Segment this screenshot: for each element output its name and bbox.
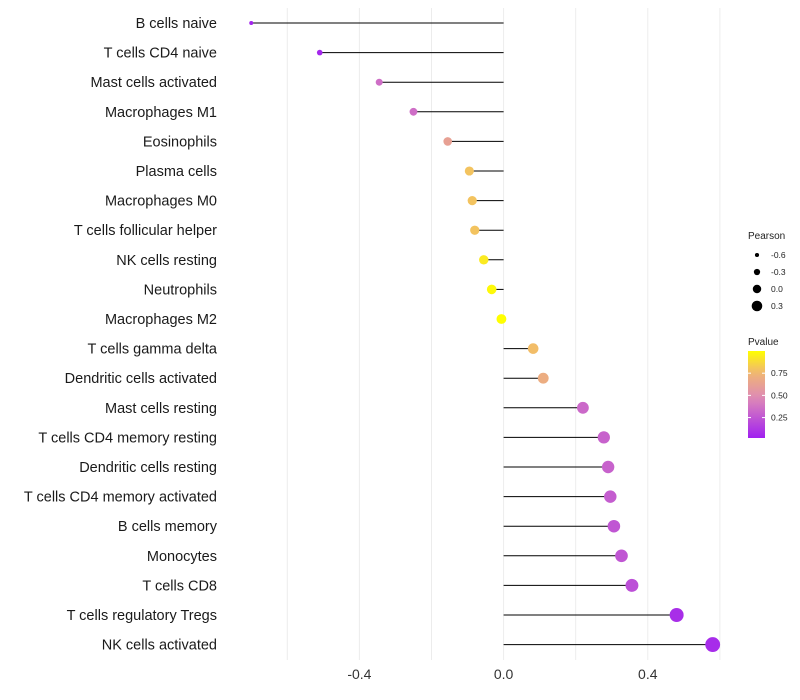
lollipop-point	[604, 490, 617, 503]
lollipop-point	[615, 549, 628, 563]
x-tick-layer: -0.4 0.0 0.4	[347, 666, 657, 682]
x-tick-label: 0.0	[494, 666, 514, 682]
size-legend-label: -0.6	[771, 250, 786, 260]
size-legend-dot	[752, 284, 762, 294]
category-label: T cells gamma delta	[88, 342, 218, 358]
lollipop-point	[705, 637, 721, 653]
category-label: Dendritic cells activated	[65, 371, 217, 387]
x-tick-label: -0.4	[347, 666, 371, 682]
color-legend-label: 0.25	[771, 413, 788, 423]
size-legend-label: 0.3	[771, 301, 783, 311]
lollipop-point	[597, 431, 610, 444]
lollipop-point	[249, 21, 254, 25]
point-layer	[249, 21, 721, 653]
lollipop-point	[669, 608, 684, 622]
category-label: NK cells activated	[102, 638, 217, 654]
lollipop-point	[467, 196, 477, 206]
size-legend-label: 0.0	[771, 284, 783, 294]
lollipop-point	[577, 401, 589, 414]
category-label: T cells regulatory Tregs	[67, 608, 217, 624]
category-label: Plasma cells	[136, 164, 217, 180]
color-legend-label: 0.50	[771, 390, 788, 400]
category-label: Eosinophils	[143, 134, 217, 150]
category-label: Macrophages M0	[105, 194, 217, 210]
category-label: Monocytes	[147, 549, 217, 565]
category-label: Macrophages M1	[105, 105, 217, 121]
category-label: T cells CD8	[142, 578, 217, 594]
lollipop-point	[464, 166, 474, 176]
lollipop-point	[443, 137, 453, 146]
lollipop-point	[601, 460, 615, 474]
lollipop-point	[479, 255, 489, 265]
lollipop-point	[496, 314, 507, 324]
lollipop-point	[316, 49, 323, 56]
lollipop-point	[409, 107, 418, 116]
category-label: NK cells resting	[116, 253, 217, 269]
size-legend-dot	[753, 268, 761, 276]
size-legend-dot	[754, 252, 760, 258]
color-legend-label: 0.75	[771, 368, 788, 378]
category-label: B cells naive	[136, 16, 217, 32]
lollipop-point	[537, 372, 549, 384]
category-label: Mast cells activated	[90, 75, 217, 91]
lollipop-point	[470, 225, 480, 235]
color-legend-title: Pvalue	[748, 337, 779, 348]
category-label: Mast cells resting	[105, 401, 217, 417]
size-legend-label: -0.3	[771, 267, 786, 277]
legend: Pearson -0.6 -0.3 0.0 0.3 Pvalue 0.75 0.50 0.25	[748, 231, 788, 438]
lollipop-point	[527, 343, 539, 354]
color-legend-bar	[748, 351, 765, 438]
size-legend-dot	[751, 300, 763, 312]
category-label-layer: B cells naive T cells CD4 naive Mast cells…	[24, 16, 218, 654]
category-label: T cells follicular helper	[74, 223, 217, 239]
grid-layer	[286, 8, 721, 660]
category-label: T cells CD4 memory activated	[24, 490, 217, 506]
lollipop-point	[625, 578, 639, 592]
size-legend-title: Pearson	[748, 231, 785, 242]
lollipop-point	[375, 78, 383, 86]
category-label: Macrophages M2	[105, 312, 217, 328]
category-label: Neutrophils	[144, 282, 217, 298]
category-label: Dendritic cells resting	[79, 460, 217, 476]
category-label: T cells CD4 naive	[104, 46, 217, 62]
category-label: B cells memory	[118, 519, 218, 535]
x-tick-label: 0.4	[638, 666, 658, 682]
stem-layer	[251, 22, 713, 646]
lollipop-point	[607, 519, 621, 533]
category-label: T cells CD4 memory resting	[38, 430, 217, 446]
lollipop-point	[486, 284, 497, 295]
